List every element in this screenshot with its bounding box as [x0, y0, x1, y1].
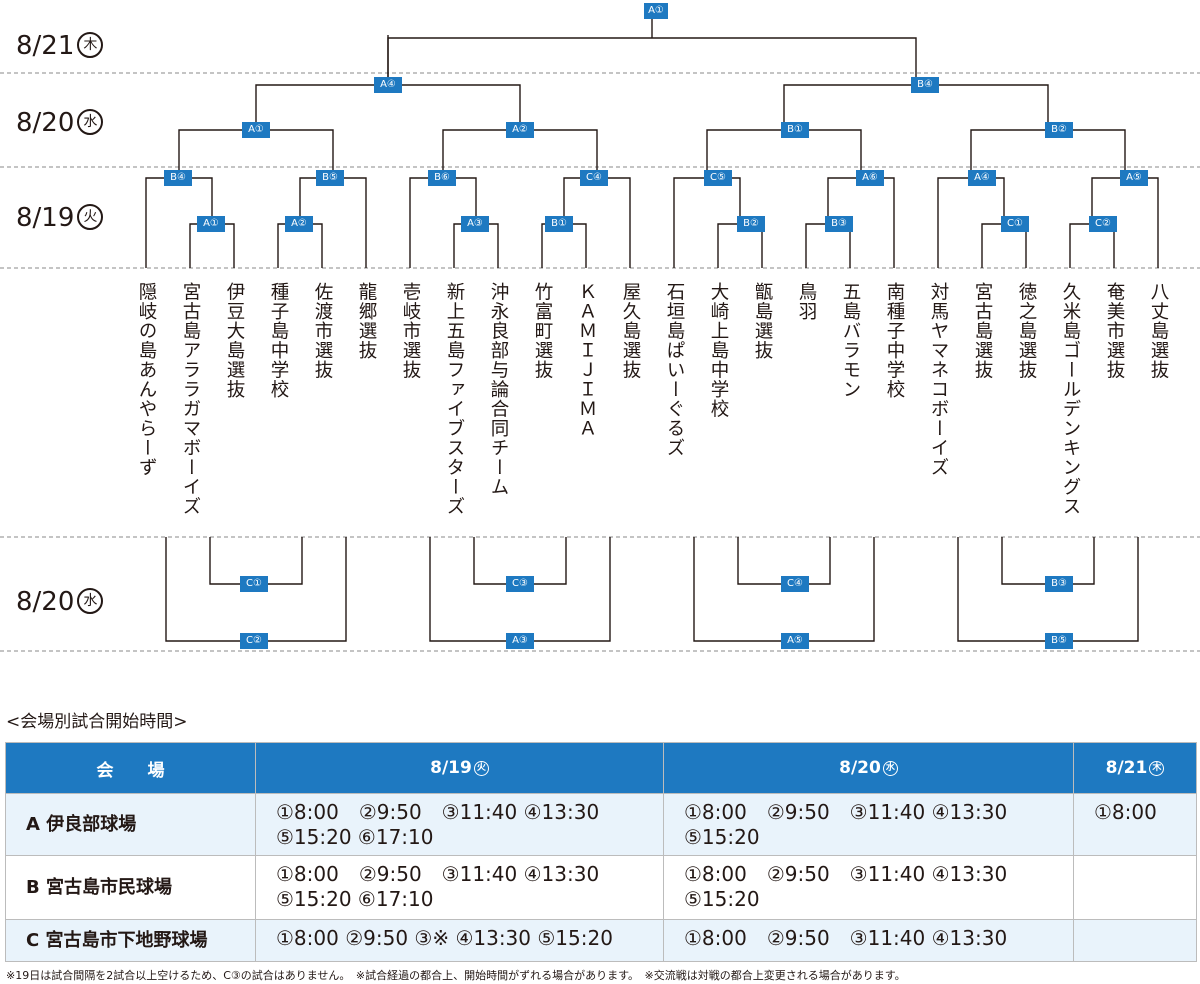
team-name: 久米島ゴールデンキングス: [1060, 282, 1081, 516]
footnote: ※19日は試合間隔を2試合以上空けるため、C③の試合はありません。 ※試合経過の…: [6, 969, 906, 982]
time-cell: ①8:00: [1073, 793, 1197, 856]
team-name: 種子島中学校: [268, 282, 289, 399]
bracket-line: [673, 177, 741, 268]
venue-name: C 宮古島市下地野球場: [5, 919, 256, 962]
match-tag: B②: [737, 216, 765, 232]
match-tag-consolation: C②: [240, 633, 268, 649]
table-header-row: 会 場 8/19 火 8/20 水 8/21 木: [5, 742, 1197, 794]
header-day2: 8/20 水: [663, 742, 1074, 794]
team-name: 鳥羽: [796, 282, 817, 321]
team-name: 宮古島選抜: [972, 282, 993, 380]
team-name: 新上五島ファイブスターズ: [444, 282, 465, 516]
bracket-line: [563, 177, 631, 268]
match-tag: B②: [1045, 122, 1073, 138]
match-tag: A②: [285, 216, 313, 232]
team-name: 佐渡市選抜: [312, 282, 333, 380]
table-row: C 宮古島市下地野球場 ①8:00 ②9:50 ③※ ④13:30 ⑤15:20…: [5, 919, 1197, 962]
match-tag: A⑥: [856, 170, 884, 186]
day-label: 8/19 火: [16, 203, 104, 233]
table-row: A 伊良部球場 ①8:00 ②9:50 ③11:40 ④13:30 ⑤15:20 …: [5, 793, 1197, 856]
match-tag: A②: [506, 122, 534, 138]
match-tag-consolation: A③: [506, 633, 534, 649]
match-tag: A④: [374, 77, 402, 93]
match-tag: B④: [164, 170, 192, 186]
match-tag: C①: [1001, 216, 1029, 232]
match-tag: C②: [1089, 216, 1117, 232]
header-day3: 8/21 木: [1073, 742, 1197, 794]
match-tag-consolation: B⑤: [1045, 633, 1073, 649]
team-name: 甑島選抜: [752, 282, 773, 360]
team-name: 沖永良部与論合同チーム: [488, 282, 509, 497]
team-name: 奄美市選抜: [1104, 282, 1125, 380]
venue-name: B 宮古島市民球場: [5, 855, 256, 920]
team-name: 八丈島選抜: [1148, 282, 1169, 380]
day-label: 8/20 水: [16, 108, 104, 138]
venue-name: A 伊良部球場: [5, 793, 256, 856]
team-name: 竹富町選抜: [532, 282, 553, 380]
match-tag: C⑤: [704, 170, 732, 186]
match-tag-consolation: C③: [506, 576, 534, 592]
team-name: 隠岐の島あんやらーず: [136, 282, 157, 477]
time-cell: ①8:00 ②9:50 ③11:40 ④13:30 ⑤15:20: [663, 793, 1074, 856]
day-label: 8/20 水: [16, 587, 104, 617]
match-tag: C④: [580, 170, 608, 186]
match-tag-consolation: A⑤: [781, 633, 809, 649]
team-name: 龍郷選抜: [356, 282, 377, 360]
match-tag: B①: [781, 122, 809, 138]
bracket-line: [937, 177, 1005, 268]
team-name: 伊豆大島選抜: [224, 282, 245, 399]
header-day1: 8/19 火: [255, 742, 664, 794]
match-tag: A⑤: [1120, 170, 1148, 186]
team-name: 石垣島ぱいーぐるズ: [664, 282, 685, 458]
team-name: 屋久島選抜: [620, 282, 641, 380]
time-cell: [1073, 919, 1197, 962]
time-cell: ①8:00 ②9:50 ③※ ④13:30 ⑤15:20: [255, 919, 664, 962]
match-tag: B⑤: [316, 170, 344, 186]
team-name: 宮古島アララガマボーイズ: [180, 282, 201, 516]
time-cell: [1073, 855, 1197, 920]
table-row: B 宮古島市民球場 ①8:00 ②9:50 ③11:40 ④13:30 ⑤15:2…: [5, 855, 1197, 920]
team-name: 南種子中学校: [884, 282, 905, 399]
team-name: 対馬ヤマネコボーイズ: [928, 282, 949, 477]
day-label: 8/21 木: [16, 31, 104, 61]
team-name: 大崎上島中学校: [708, 282, 729, 419]
schedule-title: <会場別試合開始時間>: [6, 712, 188, 732]
team-name: 五島バラモン: [840, 282, 861, 399]
match-tag: A④: [968, 170, 996, 186]
venue-schedule-table: 会 場 8/19 火 8/20 水 8/21 木 A 伊良部球場 ①8:00 ②9:5…: [5, 742, 1197, 962]
team-name: 徳之島選抜: [1016, 282, 1037, 380]
match-tag-final: A①: [644, 3, 668, 19]
time-cell: ①8:00 ②9:50 ③11:40 ④13:30 ⑤15:20 ⑥17:10: [255, 855, 664, 920]
team-name: ＫＡＭＩＪＩＭＡ: [576, 282, 597, 438]
header-venue: 会 場: [5, 742, 256, 794]
match-tag: A①: [197, 216, 225, 232]
match-tag: B④: [911, 77, 939, 93]
bracket-line: [387, 37, 917, 85]
match-tag: A①: [242, 122, 270, 138]
match-tag-consolation: B③: [1045, 576, 1073, 592]
match-tag-consolation: C①: [240, 576, 268, 592]
time-cell: ①8:00 ②9:50 ③11:40 ④13:30: [663, 919, 1074, 962]
tournament-bracket: 8/21 木 8/20 水 8/19 火 8/20 水 A① A④ B④ A① A② B…: [0, 3, 1200, 652]
match-tag: B③: [825, 216, 853, 232]
match-tag-consolation: C④: [781, 576, 809, 592]
match-tag: A③: [461, 216, 489, 232]
match-tag: B⑥: [428, 170, 456, 186]
time-cell: ①8:00 ②9:50 ③11:40 ④13:30 ⑤15:20: [663, 855, 1074, 920]
team-name: 壱岐市選抜: [400, 282, 421, 380]
match-tag: B①: [545, 216, 573, 232]
time-cell: ①8:00 ②9:50 ③11:40 ④13:30 ⑤15:20 ⑥17:10: [255, 793, 664, 856]
